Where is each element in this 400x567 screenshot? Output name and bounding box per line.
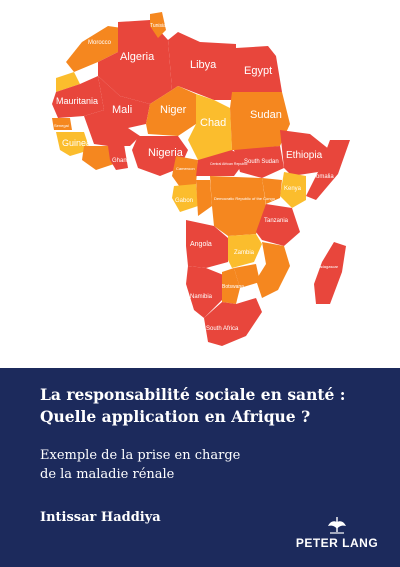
- region-congo: [196, 180, 212, 216]
- region-malawi-mozambique: [256, 242, 290, 298]
- publisher-logo: PETER LANG: [292, 514, 382, 558]
- book-title: La responsabilité sociale en santé : Que…: [40, 384, 380, 428]
- region-angola: [186, 220, 228, 268]
- title-line-2: Quelle application en Afrique ?: [40, 407, 311, 426]
- label-zambia: Zambia: [234, 250, 255, 256]
- africa-map-svg: Tunisia Morocco Algeria Libya Egypt Maur…: [52, 12, 350, 346]
- label-south-africa: South Africa: [206, 326, 239, 332]
- label-morocco: Morocco: [88, 40, 112, 46]
- region-algeria: [98, 20, 172, 104]
- label-chad: Chad: [200, 117, 226, 129]
- region-namibia: [186, 266, 226, 318]
- label-egypt: Egypt: [244, 65, 272, 77]
- region-gabon: [172, 184, 198, 212]
- book-subtitle: Exemple de la prise en charge de la mala…: [40, 446, 360, 484]
- region-botswana: [222, 268, 240, 304]
- label-ghana: Ghana: [112, 158, 131, 164]
- label-guinea: Guinea: [62, 138, 91, 148]
- label-drc: Democratic Republic of the Congo: [214, 196, 276, 201]
- region-zambia: [228, 234, 262, 268]
- label-niger: Niger: [160, 104, 187, 116]
- region-mali: [84, 76, 150, 146]
- region-zimbabwe: [234, 264, 260, 288]
- region-niger: [146, 86, 196, 136]
- book-logo-icon: [328, 517, 346, 534]
- publisher-name: PETER LANG: [295, 536, 379, 550]
- title-line-1: La responsabilité sociale en santé :: [40, 385, 346, 404]
- region-madagascar: [314, 242, 346, 304]
- region-libya: [168, 32, 236, 100]
- region-ghana: [108, 144, 128, 170]
- region-sudan: [230, 92, 290, 150]
- label-sudan: Sudan: [250, 109, 282, 121]
- region-cameroon: [172, 156, 198, 190]
- label-gabon: Gabon: [175, 198, 193, 204]
- label-senegal: Senegal: [54, 123, 69, 128]
- label-angola: Angola: [190, 241, 212, 248]
- region-kenya: [280, 172, 306, 208]
- author-name: Intissar Haddiya: [40, 510, 161, 525]
- label-botswana: Botswana: [222, 284, 244, 290]
- label-namibia: Namibia: [190, 294, 213, 300]
- label-algeria: Algeria: [120, 51, 155, 63]
- label-tunisia: Tunisia: [150, 23, 166, 29]
- region-chad: [188, 94, 232, 164]
- region-senegal: [52, 118, 72, 130]
- region-western-sahara: [56, 72, 80, 92]
- label-kenya: Kenya: [284, 186, 302, 192]
- label-madagascar: Madagascar: [316, 264, 339, 269]
- region-ethiopia: [280, 130, 330, 176]
- region-uganda-rwanda: [262, 178, 282, 204]
- label-ethiopia: Ethiopia: [286, 150, 323, 161]
- cover-bottom-panel: La responsabilité sociale en santé : Que…: [0, 368, 400, 567]
- subtitle-line-1: Exemple de la prise en charge: [40, 448, 241, 463]
- africa-map-illustration: Tunisia Morocco Algeria Libya Egypt Maur…: [52, 12, 350, 346]
- region-egypt: [236, 46, 282, 92]
- region-mauritania: [52, 76, 104, 118]
- label-car: Central African Republic: [210, 162, 248, 166]
- subtitle-line-2: de la maladie rénale: [40, 467, 175, 482]
- region-guinea: [56, 132, 90, 156]
- region-morocco: [66, 26, 122, 72]
- region-car: [196, 150, 246, 176]
- label-mali: Mali: [112, 104, 132, 116]
- region-south-africa: [204, 298, 262, 346]
- label-nigeria: Nigeria: [148, 147, 184, 159]
- region-burkina: [108, 128, 140, 146]
- label-somalia: Somalia: [312, 174, 334, 180]
- region-drc: [210, 176, 266, 236]
- region-south-sudan: [234, 146, 284, 178]
- label-tanzania: Tanzania: [264, 218, 289, 224]
- label-cameroon: Cameroon: [176, 166, 195, 171]
- label-mauritania: Mauritania: [56, 96, 98, 106]
- region-somalia: [306, 140, 350, 200]
- label-south-sudan: South Sudan: [244, 159, 279, 165]
- label-libya: Libya: [190, 59, 217, 71]
- region-tanzania: [256, 204, 300, 246]
- region-tunisia: [150, 12, 166, 38]
